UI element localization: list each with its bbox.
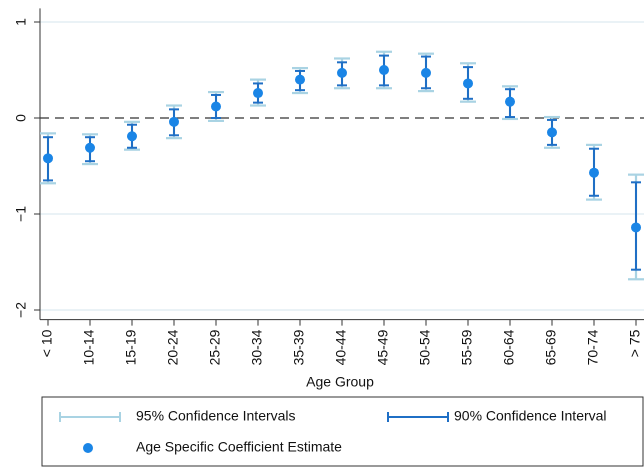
x-tick-label: 40-44 — [333, 329, 349, 365]
y-tick-label: −2 — [13, 302, 29, 318]
estimate-point — [589, 167, 599, 178]
x-tick-label: 15-19 — [123, 329, 139, 365]
estimate-point — [253, 88, 263, 99]
estimate-point — [43, 153, 53, 164]
estimate-point — [547, 127, 557, 138]
x-tick-label: 30-34 — [249, 329, 265, 365]
legend-label: Age Specific Coefficient Estimate — [136, 439, 342, 455]
x-tick-label: 45-49 — [375, 329, 391, 365]
x-tick-label: 70-74 — [585, 329, 601, 365]
estimate-point — [379, 65, 389, 75]
x-tick-label: 50-54 — [417, 329, 433, 365]
estimate-point — [127, 131, 137, 142]
x-tick-label: 55-59 — [459, 329, 475, 365]
legend-box — [41, 396, 644, 467]
y-tick-label: 0 — [13, 114, 29, 122]
estimate-point — [631, 222, 641, 233]
x-tick-label: 35-39 — [291, 329, 307, 365]
estimate-point — [463, 78, 473, 89]
legend-symbol — [83, 443, 93, 453]
x-tick-label: > 75 — [627, 329, 643, 357]
x-tick-label: 25-29 — [207, 329, 223, 365]
estimate-point — [85, 142, 95, 153]
estimate-point — [337, 67, 347, 78]
legend-label: 95% Confidence Intervals — [136, 408, 296, 424]
estimate-point — [421, 67, 431, 78]
x-tick-label: 60-64 — [501, 329, 517, 365]
estimate-point — [169, 116, 179, 127]
x-tick-label: < 10 — [39, 329, 55, 357]
x-tick-label: 10-14 — [81, 329, 97, 365]
x-tick-label: 20-24 — [165, 329, 181, 365]
y-tick-label: −1 — [13, 206, 29, 222]
estimate-point — [505, 96, 515, 107]
estimate-point — [295, 74, 305, 85]
legend-label: 90% Confidence Interval — [454, 408, 607, 424]
y-tick-label: 1 — [13, 18, 29, 26]
estimate-point — [211, 101, 221, 112]
x-tick-label: 65-69 — [543, 329, 559, 365]
x-axis-label: Age Group — [306, 374, 374, 390]
